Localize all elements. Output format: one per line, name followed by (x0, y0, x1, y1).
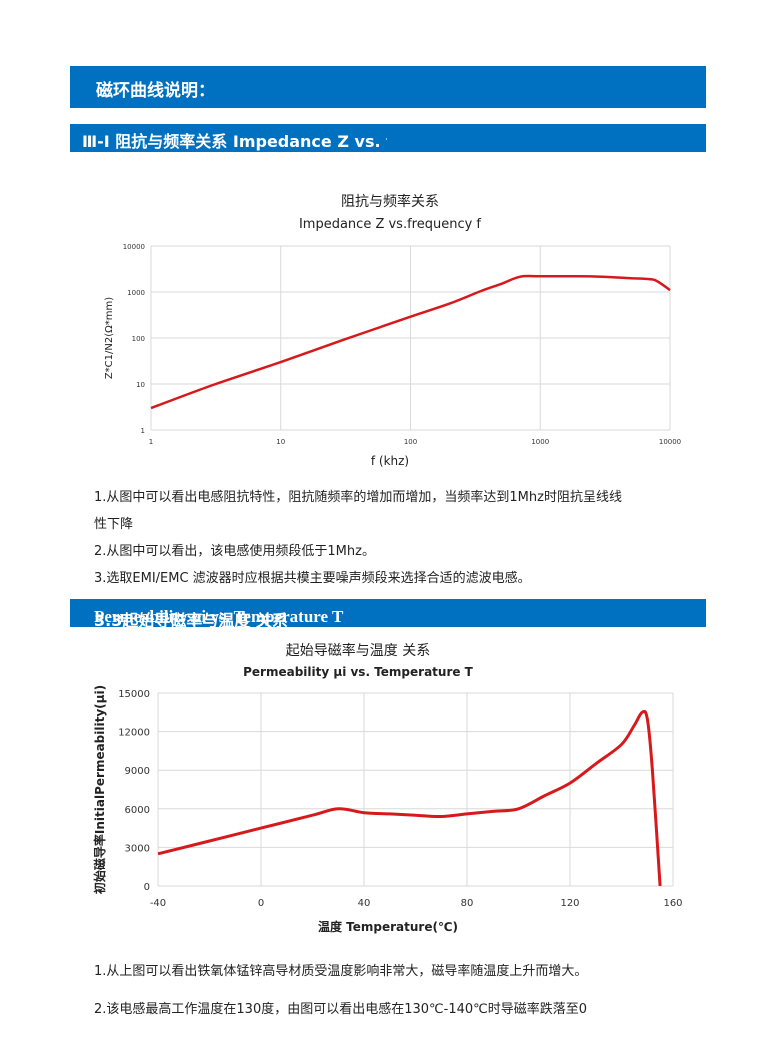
y-tick-label: 12000 (118, 728, 150, 739)
x-tick-label: 10 (276, 438, 285, 446)
permeability-curve (157, 709, 662, 887)
x-tick-label: 10000 (659, 438, 681, 446)
impedance-note-1-cont: 性下降 (94, 517, 134, 532)
permeability-chart: 起始导磁率与温度 关系 Permeability μi vs. Temperatu… (92, 642, 683, 934)
y-axis-label: Z*C1/N2(Ω*mm) (104, 297, 115, 379)
x-tick-label: 80 (461, 898, 474, 909)
impedance-curve (150, 274, 671, 410)
x-tick-label: 160 (663, 898, 682, 909)
x-axis-label: f (khz) (371, 454, 409, 468)
x-tick-label: 0 (258, 898, 264, 909)
section-header-title: 磁环曲线说明： (96, 81, 215, 101)
y-tick-label: 1 (141, 427, 145, 435)
y-tick-label: 0 (144, 882, 150, 893)
permeability-section-title: 3.3起始导磁率与温度 关系 Permeability μi vs. Tempe… (82, 603, 343, 630)
y-tick-label: 10 (136, 381, 145, 389)
permeability-note-1: 1.从上图可以看出铁氧体锰锌高导材质受温度影响非常大，磁导率随温度上升而增大。 (94, 964, 588, 979)
chart-title: 阻抗与频率关系 (341, 193, 439, 210)
permeability-section-bar: 3.3起始导磁率与温度 关系 Permeability μi vs. Tempe… (70, 599, 706, 630)
permeability-section-title-cn: 3.3起始导磁率与温度 关系 (94, 611, 288, 630)
x-tick-label: 1000 (531, 438, 549, 446)
chart-subtitle: Impedance Z vs.frequency f (299, 217, 481, 232)
x-tick-label: 120 (560, 898, 579, 909)
x-axis-label: 温度 Temperature(℃) (318, 919, 458, 934)
impedance-section-title: Ⅲ-Ⅰ 阻抗与频率关系 Impedance Z vs. frequency f (82, 132, 387, 151)
y-tick-label: 3000 (125, 843, 150, 854)
permeability-section-title-en: Permeability μi vs. Temperature T (94, 607, 344, 626)
y-axis-label: 初始磁导率InitialPermeability(μi) (92, 685, 107, 894)
y-tick-label: 1000 (127, 289, 145, 297)
y-tick-label: 6000 (125, 805, 150, 816)
chart-title: 起始导磁率与温度 关系 (286, 642, 430, 659)
y-tick-label: 10000 (123, 243, 145, 251)
impedance-chart: 阻抗与频率关系 Impedance Z vs.frequency f 1 10 100 1… (104, 193, 681, 468)
impedance-note-1: 1.从图中可以看出电感阻抗特性，阻抗随频率的增加而增加，当频率达到1Mhz时阻抗… (94, 490, 622, 505)
impedance-note-3: 3.选取EMI/EMC 滤波器时应根据共模主要噪声频段来选择合适的滤波电感。 (94, 571, 531, 586)
x-tick-label: 40 (358, 898, 371, 909)
x-tick-label: 1 (149, 438, 153, 446)
permeability-note-2: 2.该电感最高工作温度在130度，由图可以看出电感在130℃-140℃时导磁率跌… (94, 1002, 588, 1017)
y-tick-label: 9000 (125, 766, 150, 777)
impedance-section-bar: Ⅲ-Ⅰ 阻抗与频率关系 Impedance Z vs. frequency f (70, 124, 706, 152)
section-header-bar: 磁环曲线说明： (70, 66, 706, 108)
x-tick-label: -40 (150, 898, 166, 909)
impedance-note-2: 2.从图中可以看出，该电感使用频段低于1Mhz。 (94, 544, 375, 559)
y-tick-label: 100 (132, 335, 145, 343)
x-tick-label: 100 (404, 438, 417, 446)
y-tick-label: 15000 (118, 689, 150, 700)
chart-subtitle: Permeability μi vs. Temperature T (243, 665, 474, 679)
